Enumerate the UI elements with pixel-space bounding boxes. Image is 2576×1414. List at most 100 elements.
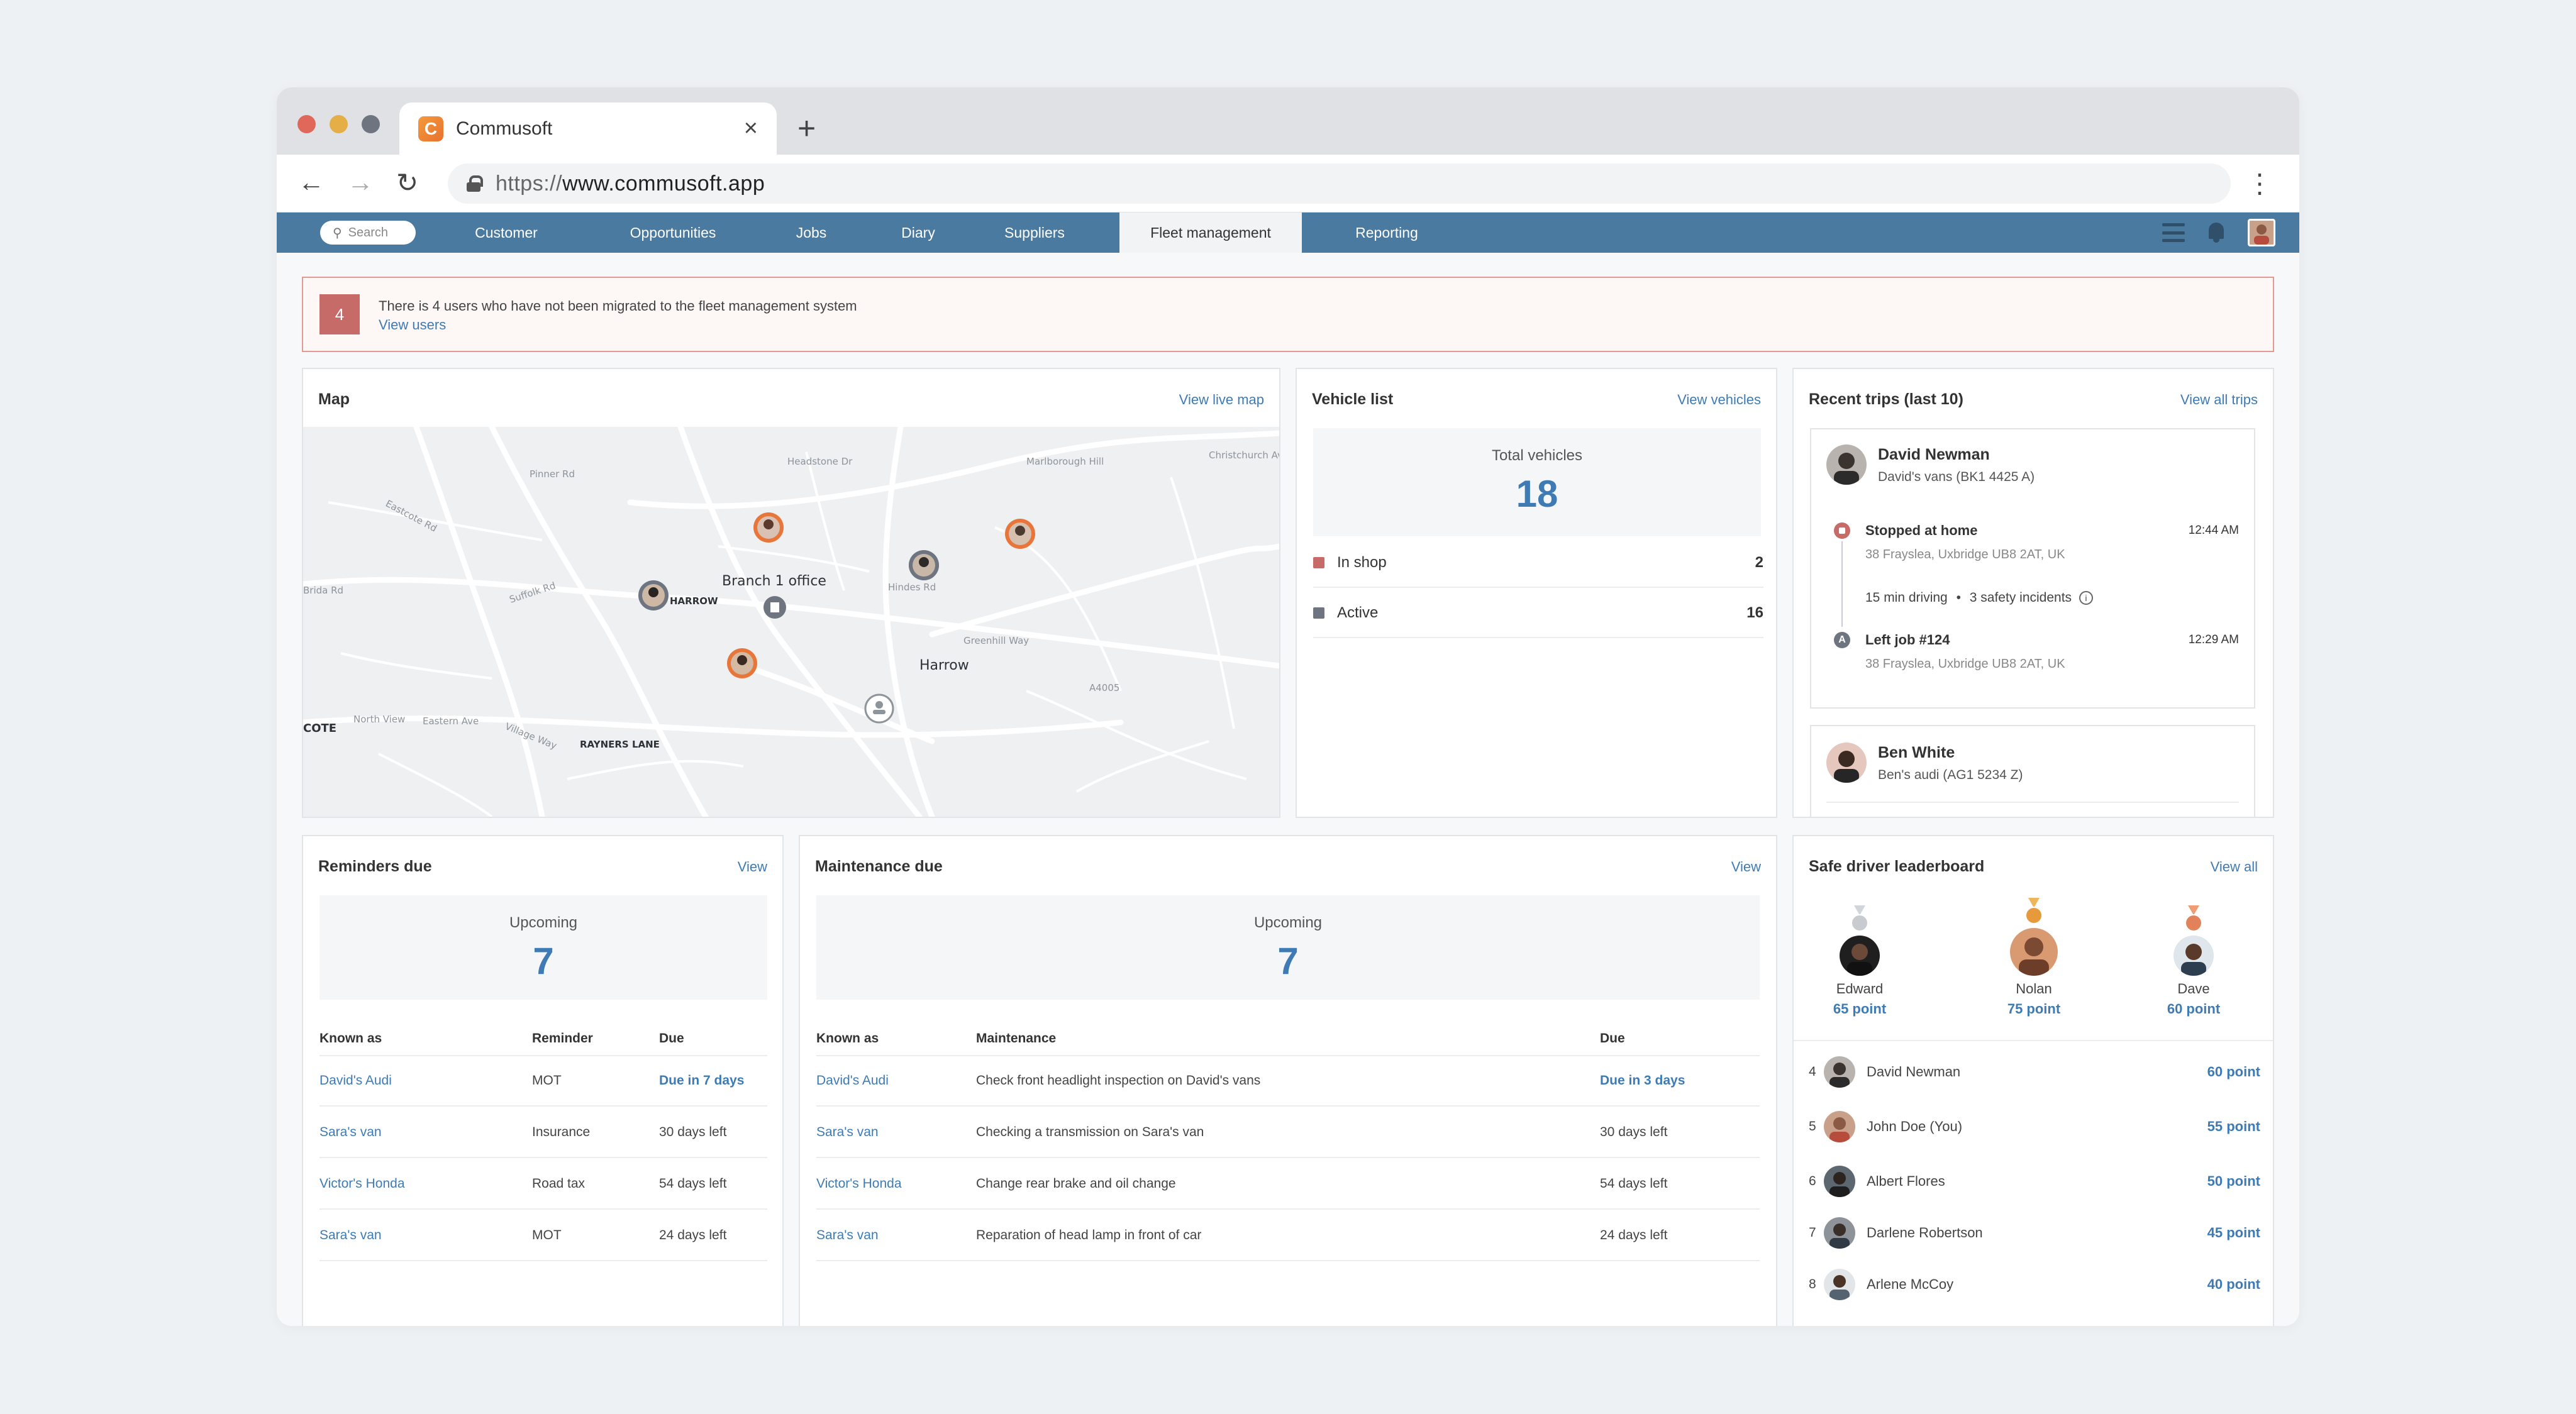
total-vehicles-label: Total vehicles <box>1491 447 1583 464</box>
url-field[interactable]: https://www.commusoft.app <box>448 163 2231 204</box>
browser-window: C Commusoft × + ← → ↻ https://www.commus… <box>277 87 2299 1326</box>
svg-text:A4005: A4005 <box>1089 682 1119 693</box>
view-maintenance-link[interactable]: View <box>1731 859 1761 875</box>
leaderboard-name: John Doe (You) <box>1867 1118 1963 1134</box>
tab-title: Commusoft <box>456 118 553 139</box>
podium-entry[interactable]: Edward 65 point <box>1809 905 1910 1017</box>
known-as-link[interactable]: David's Audi <box>319 1073 392 1088</box>
reload-icon[interactable]: ↻ <box>396 168 419 197</box>
vehicle-list-title: Vehicle list <box>1312 390 1394 408</box>
known-as-link[interactable]: Sara's van <box>816 1228 879 1242</box>
close-window-button[interactable] <box>297 115 316 133</box>
close-tab-icon[interactable]: × <box>743 115 758 141</box>
user-avatar[interactable] <box>2248 219 2275 246</box>
view-all-trips-link[interactable]: View all trips <box>2180 392 2258 407</box>
map-marker-driver[interactable] <box>1005 519 1035 549</box>
column-header-due: Due <box>659 1031 684 1046</box>
driver-avatar <box>1826 445 1867 485</box>
leaderboard-row[interactable]: 7 Darlene Robertson 45 point <box>1809 1207 2260 1259</box>
upcoming-value: 7 <box>533 940 554 982</box>
vehicle-status-row[interactable]: In shop 2 <box>1313 539 1763 588</box>
trip-stats: 15 min driving • 3 safety incidents i <box>1865 590 2093 605</box>
table-row[interactable]: Victor's Honda Change rear brake and oil… <box>816 1159 1760 1210</box>
map-marker-driver[interactable] <box>638 580 669 610</box>
leaderboard-row[interactable]: 4 David Newman 60 point <box>1809 1046 2260 1098</box>
start-icon: A <box>1834 632 1850 648</box>
vehicle-status-row[interactable]: Active 16 <box>1313 589 1763 638</box>
podium-entry[interactable]: Dave 60 point <box>2143 905 2244 1017</box>
bronze-medal-icon <box>2184 905 2203 933</box>
map-marker-driver[interactable] <box>753 512 784 543</box>
reminders-panel: Reminders due View Upcoming 7 Known as R… <box>302 835 784 1326</box>
lock-icon <box>467 175 483 192</box>
leaderboard-row[interactable]: 5 John Doe (You) 55 point <box>1809 1101 2260 1152</box>
svg-text:Headstone Dr: Headstone Dr <box>787 456 853 467</box>
bell-icon[interactable] <box>2206 221 2226 244</box>
menu-icon[interactable] <box>2162 223 2185 242</box>
branch-office-icon[interactable] <box>763 596 786 619</box>
browser-menu-icon[interactable]: ⋮ <box>2246 168 2273 198</box>
known-as-link[interactable]: Victor's Honda <box>319 1176 405 1191</box>
driver-avatar <box>1840 936 1880 976</box>
maximize-window-button[interactable] <box>362 115 380 133</box>
nav-customer[interactable]: Customer <box>475 224 538 241</box>
trip-event-title: Stopped at home <box>1865 522 1978 538</box>
map-marker-driver[interactable] <box>727 648 757 678</box>
trip-card[interactable]: Ben White Ben's audi (AG1 5234 Z) <box>1810 725 2255 817</box>
timeline-line <box>1841 541 1843 627</box>
view-all-leaderboard-link[interactable]: View all <box>2210 859 2258 875</box>
nav-jobs[interactable]: Jobs <box>796 224 827 241</box>
table-row[interactable]: Sara's van Checking a transmission on Sa… <box>816 1108 1760 1158</box>
known-as-link[interactable]: Sara's van <box>319 1228 382 1242</box>
driver-avatar <box>2174 936 2214 976</box>
nav-reporting[interactable]: Reporting <box>1355 224 1418 241</box>
info-icon[interactable]: i <box>2079 591 2093 605</box>
map-label-cote: COTE <box>303 722 336 735</box>
nav-diary[interactable]: Diary <box>901 224 935 241</box>
podium-entry[interactable]: Nolan 75 point <box>1984 898 2084 1017</box>
known-as-link[interactable]: Sara's van <box>319 1125 382 1139</box>
known-as-link[interactable]: Victor's Honda <box>816 1176 902 1191</box>
svg-text:Brida Rd: Brida Rd <box>303 585 343 596</box>
known-as-link[interactable]: David's Audi <box>816 1073 889 1088</box>
leaderboard-name: Arlene McCoy <box>1867 1276 1954 1292</box>
map-marker-driver[interactable] <box>909 550 939 580</box>
leaderboard-points: 40 point <box>2207 1276 2260 1292</box>
vehicle-status-count: 2 <box>1755 554 1763 571</box>
search-input[interactable]: ⚲ Search <box>320 221 416 245</box>
vehicle-list-panel: Vehicle list View vehicles Total vehicle… <box>1296 368 1777 818</box>
total-vehicles-box: Total vehicles 18 <box>1313 428 1761 536</box>
nav-fleet-management[interactable]: Fleet management <box>1119 213 1302 253</box>
reminder-due: Due in 7 days <box>659 1073 745 1088</box>
map-pin-icon[interactable] <box>864 693 894 724</box>
new-tab-icon[interactable]: + <box>797 111 816 146</box>
table-row[interactable]: Sara's van MOT 24 days left <box>319 1211 767 1261</box>
table-row[interactable]: David's Audi Check front headlight inspe… <box>816 1056 1760 1107</box>
view-live-map-link[interactable]: View live map <box>1179 392 1264 407</box>
search-placeholder: Search <box>348 225 389 240</box>
table-row[interactable]: Victor's Honda Road tax 54 days left <box>319 1159 767 1210</box>
leaderboard-rank: 7 <box>1809 1225 1816 1240</box>
known-as-link[interactable]: Sara's van <box>816 1125 879 1139</box>
view-users-link[interactable]: View users <box>379 317 447 333</box>
reminder-due: 54 days left <box>659 1176 727 1191</box>
forward-arrow-icon[interactable]: → <box>347 167 374 197</box>
column-header-reminder: Reminder <box>532 1031 593 1046</box>
nav-opportunities[interactable]: Opportunities <box>630 224 716 241</box>
map-view[interactable]: Eastcote Rd Pinner Rd Suffolk Rd Hindes … <box>303 427 1279 817</box>
browser-tab[interactable]: C Commusoft × <box>399 102 777 155</box>
vehicle-status-label: Active <box>1337 604 1379 621</box>
back-arrow-icon[interactable]: ← <box>298 167 325 197</box>
view-vehicles-link[interactable]: View vehicles <box>1677 392 1761 407</box>
trip-card[interactable]: David Newman David's vans (BK1 4425 A) S… <box>1810 428 2255 709</box>
reminder-type: Road tax <box>532 1176 586 1191</box>
leaderboard-row[interactable]: 6 Albert Flores 50 point <box>1809 1156 2260 1207</box>
table-row[interactable]: David's Audi MOT Due in 7 days <box>319 1056 767 1107</box>
table-row[interactable]: Sara's van Reparation of head lamp in fr… <box>816 1211 1760 1261</box>
nav-suppliers[interactable]: Suppliers <box>1004 224 1065 241</box>
view-reminders-link[interactable]: View <box>737 859 767 875</box>
driver-avatar <box>1824 1166 1855 1197</box>
minimize-window-button[interactable] <box>330 115 348 133</box>
leaderboard-row[interactable]: 8 Arlene McCoy 40 point <box>1809 1259 2260 1310</box>
table-row[interactable]: Sara's van Insurance 30 days left <box>319 1108 767 1158</box>
